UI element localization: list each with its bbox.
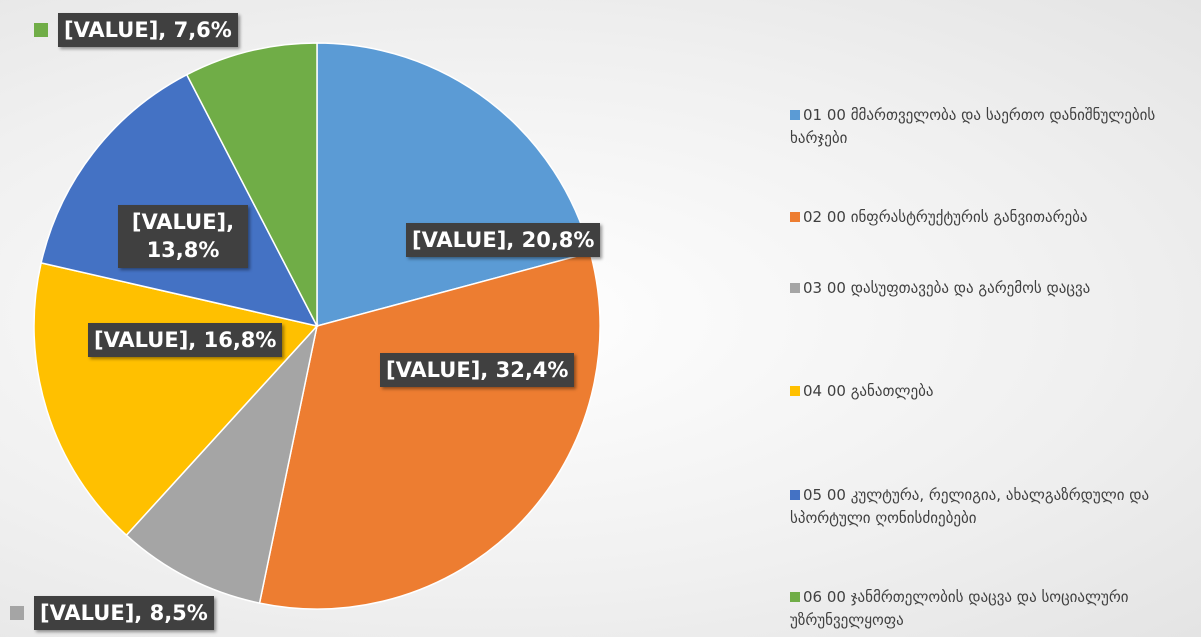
legend-swatch — [790, 283, 800, 293]
pie-slice — [258, 251, 601, 610]
label-swatch — [34, 23, 48, 38]
legend-label: 06 00 ჯანმრთელობის დაცვა და სოციალური უზ… — [790, 588, 1129, 629]
legend-item: 05 00 კულტურა, რელიგია, ახალგაზრდული და … — [790, 484, 1190, 529]
label-swatch — [10, 606, 24, 621]
data-label: [VALUE], 8,5% — [10, 596, 214, 631]
data-label: [VALUE], 20,8% — [406, 223, 601, 258]
legend-swatch — [790, 592, 800, 602]
data-label: [VALUE], 13,8% — [118, 205, 248, 268]
data-label: [VALUE], 32,4% — [380, 353, 575, 388]
legend-swatch — [790, 386, 800, 396]
pie-slice — [125, 323, 319, 604]
legend-item: 03 00 დასუფთავება და გარემოს დაცვა — [790, 277, 1190, 300]
pie-slice — [40, 73, 319, 328]
legend-label: 04 00 განათლება — [803, 382, 934, 400]
data-label-text: [VALUE], 20,8% — [406, 223, 601, 258]
legend-item: 04 00 განათლება — [790, 380, 1190, 403]
legend-item: 02 00 ინფრასტრუქტურის განვითარება — [790, 206, 1190, 229]
legend-label: 05 00 კულტურა, რელიგია, ახალგაზრდული და … — [790, 486, 1150, 527]
legend-item: 06 00 ჯანმრთელობის დაცვა და სოციალური უზ… — [790, 586, 1190, 631]
data-label-text: [VALUE], 13,8% — [118, 205, 248, 268]
data-label: [VALUE], 7,6% — [34, 13, 238, 48]
legend-label: 03 00 დასუფთავება და გარემოს დაცვა — [803, 279, 1091, 297]
legend-item: 01 00 მმართველობა და საერთო დანიშნულების… — [790, 104, 1190, 149]
data-label: [VALUE], 16,8% — [88, 323, 283, 358]
legend-swatch — [790, 110, 800, 120]
legend-swatch — [790, 490, 800, 500]
data-label-text: [VALUE], 16,8% — [88, 323, 283, 358]
legend-label: 01 00 მმართველობა და საერთო დანიშნულების… — [790, 106, 1156, 147]
data-label-text: [VALUE], 32,4% — [380, 353, 575, 388]
pie-slice — [185, 42, 318, 327]
legend-label: 02 00 ინფრასტრუქტურის განვითარება — [803, 208, 1088, 226]
data-label-text: [VALUE], 7,6% — [58, 13, 238, 48]
data-label-text: [VALUE], 8,5% — [34, 596, 214, 631]
legend-swatch — [790, 212, 800, 222]
